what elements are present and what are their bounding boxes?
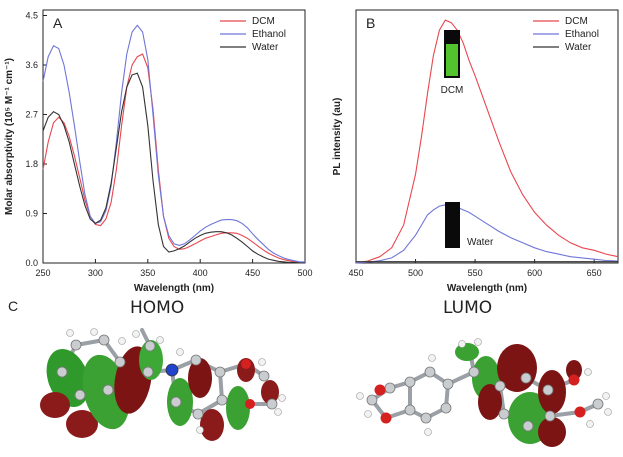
chart-b-legend-label: Ethanol (565, 29, 599, 40)
dcm-vial-label: DCM (441, 85, 464, 96)
chart-b-plot-frame (355, 9, 619, 264)
chart-a-y-tick-label: 0.0 (25, 258, 38, 268)
chart-a-x-tick-label: 500 (297, 268, 312, 278)
chart-b-series-dcm (355, 19, 619, 264)
chart-b-y-axis-label: PL intensity (au) (332, 98, 343, 176)
chart-b-series-ethanol (355, 204, 619, 264)
homo-title: HOMO (130, 298, 185, 318)
chart-a-series-dcm (42, 53, 305, 263)
chart-a-y-tick-label: 2.7 (25, 110, 38, 120)
chart-a-panel-letter: A (53, 15, 63, 31)
chart-b-legend-label: Water (565, 42, 592, 53)
chart-a-legend-label: Water (252, 42, 279, 53)
chart-b-x-tick-label: 550 (468, 268, 483, 278)
chart-b-panel-letter: B (366, 15, 375, 31)
chart-a-x-tick-label: 400 (193, 268, 208, 278)
lumo-title: LUMO (443, 298, 493, 318)
chart-a-plot-frame (42, 9, 306, 264)
chart-b-legend-label: DCM (565, 16, 588, 27)
panel-letter-c: C (8, 298, 19, 314)
water-vial (445, 202, 460, 248)
chart-a-series-water (42, 72, 305, 264)
chart-a-legend-label: Ethanol (252, 29, 286, 40)
chart-b-x-tick-label: 450 (348, 268, 363, 278)
chart-a-y-tick-label: 3.6 (25, 60, 38, 70)
chart-a-x-tick-label: 350 (140, 268, 155, 278)
chart-b-x-tick-label: 650 (587, 268, 602, 278)
chart-a-y-axis-label: Molar absorptivity (10⁵ M⁻¹ cm⁻¹) (4, 58, 15, 215)
chart-a-x-tick-label: 300 (88, 268, 103, 278)
chart-a-y-tick-label: 0.9 (25, 209, 38, 219)
chart-b-x-tick-label: 500 (408, 268, 423, 278)
chart-a-series-ethanol (42, 24, 305, 263)
chart-a-legend-label: DCM (252, 16, 275, 27)
chart-a-x-tick-label: 450 (245, 268, 260, 278)
chart-a-y-tick-label: 4.5 (25, 11, 38, 21)
chart-a-y-tick-label: 1.8 (25, 159, 38, 169)
chart-a-x-axis-label: Wavelength (nm) (134, 283, 214, 294)
chart-a-x-tick-label: 250 (35, 268, 50, 278)
chart-b-x-axis-label: Wavelength (nm) (447, 283, 527, 294)
water-vial-label: Water (467, 237, 494, 248)
chart-b-x-tick-label: 600 (527, 268, 542, 278)
dcm-vial-glow (446, 44, 458, 76)
